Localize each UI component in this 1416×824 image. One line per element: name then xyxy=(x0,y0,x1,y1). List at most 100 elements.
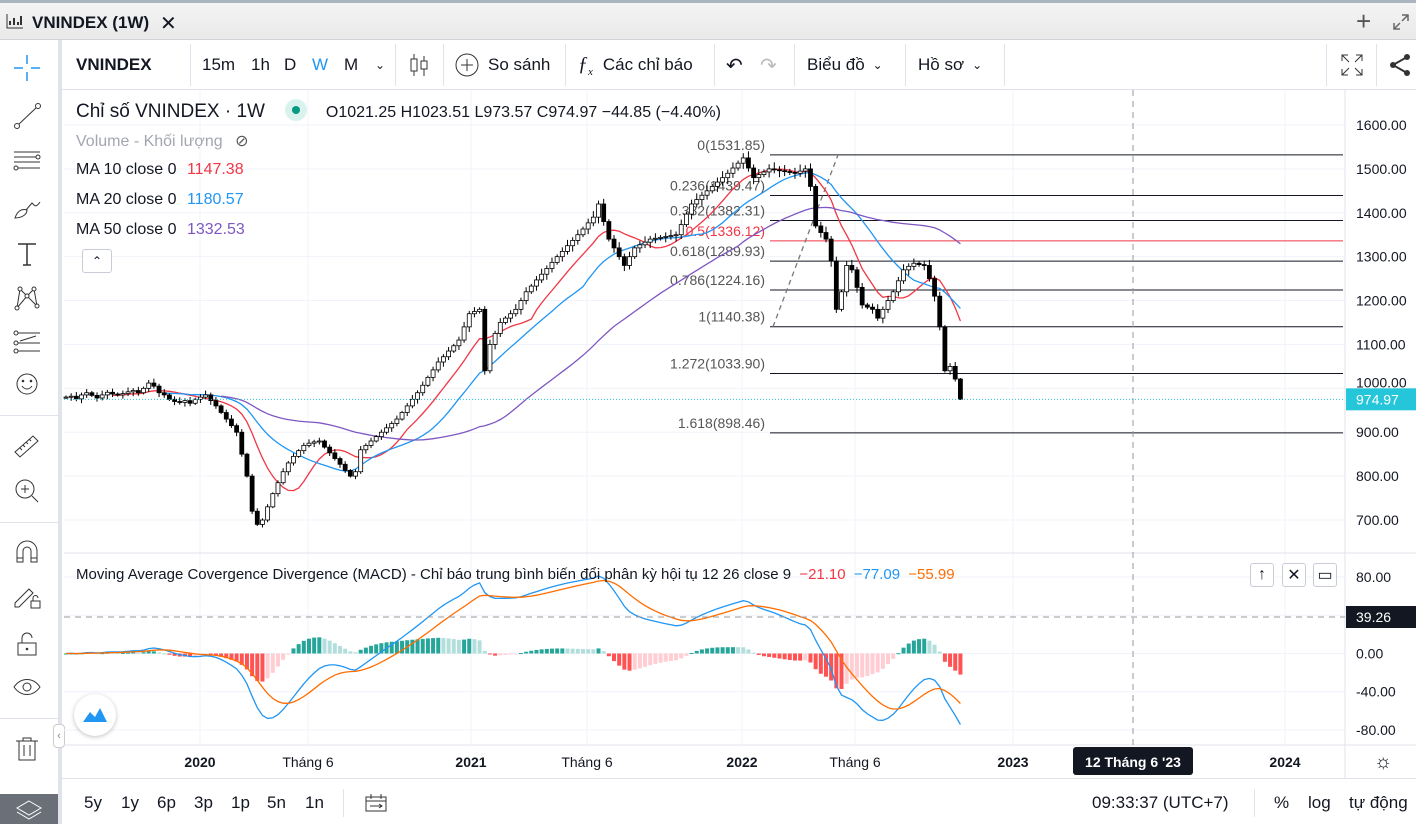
fullscreen-icon[interactable] xyxy=(1340,40,1364,90)
range-3p[interactable]: 3p xyxy=(194,793,213,812)
macd-histogram-bar xyxy=(296,644,301,654)
candle-up xyxy=(885,300,891,310)
time-axis-label: 2020 xyxy=(184,754,215,770)
percent-toggle[interactable]: % xyxy=(1274,793,1290,812)
fx-icon: ƒx xyxy=(578,52,593,78)
candle-up xyxy=(394,418,400,424)
candle-up xyxy=(503,317,508,323)
expand-icon[interactable] xyxy=(1392,13,1410,31)
zoom-in-icon[interactable] xyxy=(11,475,43,507)
brush-icon[interactable] xyxy=(11,192,43,224)
close-pane-button[interactable]: ✕ xyxy=(1282,563,1306,587)
macd-histogram-bar xyxy=(699,649,704,654)
macd-histogram-bar xyxy=(787,653,792,660)
range-5y[interactable]: 5y xyxy=(84,793,102,812)
close-tab-button[interactable]: ✕ xyxy=(160,13,177,35)
crosshair-icon[interactable] xyxy=(11,52,43,84)
unlock-icon[interactable] xyxy=(11,628,43,660)
trend-line-icon[interactable] xyxy=(11,100,43,132)
fib-retracement-icon[interactable] xyxy=(11,326,43,358)
macd-histogram-bar xyxy=(901,647,906,654)
emoji-icon[interactable] xyxy=(11,368,43,400)
profile-menu[interactable]: Hồ sơ ⌄ xyxy=(918,40,982,90)
macd-histogram-bar xyxy=(255,653,260,681)
macd-signal-line xyxy=(66,579,961,710)
macd-histogram-bar xyxy=(270,653,275,673)
macd-histogram-bar xyxy=(115,652,120,654)
candle-down xyxy=(611,238,617,249)
drawing-toolbar: ‹ xyxy=(0,40,65,824)
indicators-button[interactable]: ƒx Các chỉ báo xyxy=(578,40,693,90)
share-icon[interactable] xyxy=(1388,40,1412,90)
ma-label: MA 10 close 0 xyxy=(76,161,177,178)
macd-histogram-bar xyxy=(260,653,265,682)
open-value: O1021.25 xyxy=(325,104,397,121)
range-5n[interactable]: 5n xyxy=(267,793,286,812)
price-axis-label: 1200.00 xyxy=(1356,293,1407,309)
macd-histogram-bar xyxy=(575,648,580,654)
clock-time[interactable]: 09:33:37 (UTC+7) xyxy=(1092,793,1229,812)
chevron-down-icon[interactable]: ⌄ xyxy=(375,58,386,72)
interval-m[interactable]: M xyxy=(344,55,359,74)
collapse-legend-button[interactable]: ⌃ xyxy=(82,249,112,273)
text-icon[interactable] xyxy=(11,238,43,270)
candle-down xyxy=(244,453,250,477)
redo-icon[interactable]: ↷ xyxy=(760,54,777,77)
interval-15m[interactable]: 15m xyxy=(202,55,236,74)
candle-down xyxy=(172,398,177,402)
pencil-lock-icon[interactable] xyxy=(11,580,43,612)
eye-off-icon[interactable]: ⊘ xyxy=(235,133,249,150)
pattern-icon[interactable] xyxy=(11,282,43,314)
symbol-search[interactable]: VNINDEX xyxy=(76,55,152,74)
trash-icon[interactable] xyxy=(11,733,43,765)
candle-down xyxy=(187,400,193,404)
magnet-icon[interactable] xyxy=(11,536,43,568)
layers-icon[interactable] xyxy=(0,794,58,824)
range-6p[interactable]: 6p xyxy=(157,793,176,812)
macd-histogram-bar xyxy=(534,649,539,654)
logo-icon[interactable] xyxy=(74,694,116,736)
eye-icon[interactable] xyxy=(11,672,43,704)
macd-histogram-bar xyxy=(798,653,803,661)
settings-icon[interactable]: ☼ xyxy=(1374,751,1393,773)
range-1p[interactable]: 1p xyxy=(231,793,250,812)
ma50-line xyxy=(221,206,961,441)
auto-toggle[interactable]: tự động xyxy=(1349,793,1408,812)
candle-style-icon[interactable] xyxy=(408,40,430,90)
ma10-legend: MA 10 close 0 1147.38 xyxy=(76,161,244,179)
move-pane-up-button[interactable]: ↑ xyxy=(1250,563,1274,587)
ruler-icon[interactable] xyxy=(11,430,43,462)
price-axis-label: 1600.00 xyxy=(1356,117,1407,133)
macd-histogram-bar xyxy=(586,649,591,654)
range-1y[interactable]: 1y xyxy=(121,793,139,812)
date-range-icon[interactable] xyxy=(364,793,388,813)
macd-histogram-bar xyxy=(767,653,772,657)
log-toggle[interactable]: log xyxy=(1308,793,1331,812)
interval-d[interactable]: D xyxy=(284,55,297,74)
candle-down xyxy=(813,186,819,227)
compare-button[interactable]: So sánh xyxy=(454,40,550,90)
candle-down xyxy=(337,458,343,465)
interval-w[interactable]: W xyxy=(312,55,329,74)
crosshair-time-label: 12 Tháng 6 '23 xyxy=(1085,754,1181,770)
candle-up xyxy=(497,322,503,334)
chart-type-menu[interactable]: Biểu đồ ⌄ xyxy=(807,40,883,90)
collapse-toolbar-button[interactable]: ‹ xyxy=(53,724,65,748)
horizontal-lines-icon[interactable] xyxy=(11,145,43,177)
interval-1h[interactable]: 1h xyxy=(251,55,270,74)
candle-up xyxy=(378,431,384,438)
indicators-label: Các chỉ báo xyxy=(602,55,693,74)
candle-up xyxy=(699,194,705,201)
maximize-pane-button[interactable]: ▭ xyxy=(1313,563,1337,587)
volume-label: Volume - Khối lượng xyxy=(76,133,223,150)
range-1n[interactable]: 1n xyxy=(305,793,324,812)
macd-histogram-bar xyxy=(648,653,653,666)
plus-icon[interactable]: + xyxy=(1356,6,1372,36)
candle-up xyxy=(539,273,545,281)
candle-down xyxy=(942,326,948,372)
price-axis-label: 800.00 xyxy=(1356,468,1399,484)
undo-icon[interactable]: ↶ xyxy=(726,54,743,77)
macd-histogram-bar xyxy=(203,653,208,655)
macd-histogram-bar xyxy=(581,649,585,654)
